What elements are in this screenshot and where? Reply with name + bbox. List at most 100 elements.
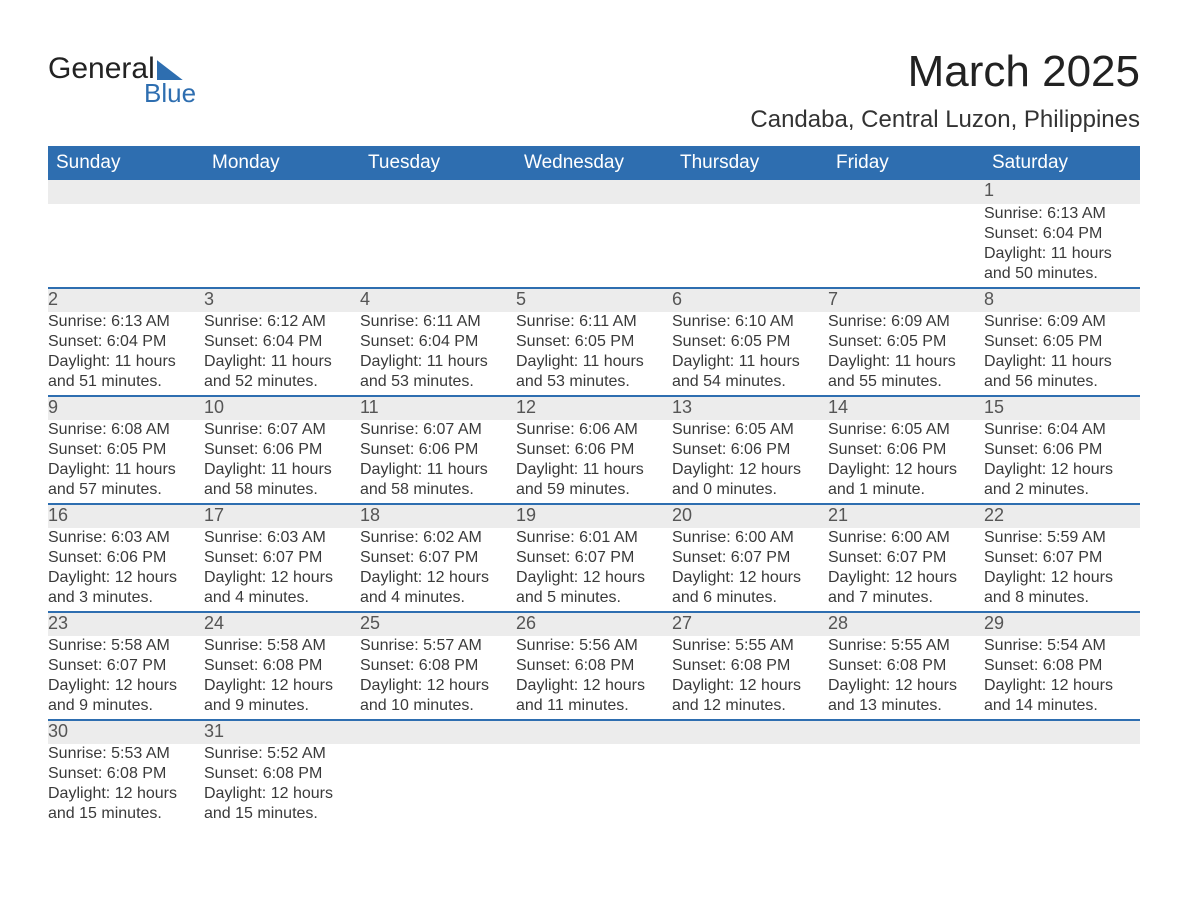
- day-detail-cell: Sunrise: 6:05 AMSunset: 6:06 PMDaylight:…: [828, 420, 984, 504]
- day-detail-cell: Sunrise: 6:00 AMSunset: 6:07 PMDaylight:…: [672, 528, 828, 612]
- day-number-cell: 8: [984, 288, 1140, 312]
- day-number-cell: 17: [204, 504, 360, 528]
- day-detail-cell: Sunrise: 6:09 AMSunset: 6:05 PMDaylight:…: [828, 312, 984, 396]
- daylight-line: Daylight: 12 hours and 3 minutes.: [48, 568, 204, 608]
- day-number-cell: 12: [516, 396, 672, 420]
- logo-triangle-icon: [157, 60, 183, 80]
- day-number-cell: 18: [360, 504, 516, 528]
- day-number-cell: 26: [516, 612, 672, 636]
- day-number-cell: 19: [516, 504, 672, 528]
- day-detail-cell: Sunrise: 6:07 AMSunset: 6:06 PMDaylight:…: [360, 420, 516, 504]
- day-number-cell: 27: [672, 612, 828, 636]
- calendar-table: Sunday Monday Tuesday Wednesday Thursday…: [48, 146, 1140, 828]
- sunset-line: Sunset: 6:06 PM: [360, 440, 516, 460]
- daylight-line: Daylight: 12 hours and 5 minutes.: [516, 568, 672, 608]
- day-detail-cell: Sunrise: 6:03 AMSunset: 6:07 PMDaylight:…: [204, 528, 360, 612]
- daylight-line: Daylight: 12 hours and 13 minutes.: [828, 676, 984, 716]
- sunrise-line: Sunrise: 6:06 AM: [516, 420, 672, 440]
- sunset-line: Sunset: 6:05 PM: [516, 332, 672, 352]
- day-number-cell: 4: [360, 288, 516, 312]
- sunrise-line: Sunrise: 6:05 AM: [828, 420, 984, 440]
- daylight-line: Daylight: 11 hours and 53 minutes.: [360, 352, 516, 392]
- day-detail-row: Sunrise: 6:13 AMSunset: 6:04 PMDaylight:…: [48, 204, 1140, 288]
- sunrise-line: Sunrise: 6:09 AM: [984, 312, 1140, 332]
- day-header: Thursday: [672, 146, 828, 180]
- day-detail-cell: [48, 204, 204, 288]
- sunset-line: Sunset: 6:08 PM: [984, 656, 1140, 676]
- sunrise-line: Sunrise: 5:58 AM: [48, 636, 204, 656]
- sunrise-line: Sunrise: 6:01 AM: [516, 528, 672, 548]
- daylight-line: Daylight: 12 hours and 10 minutes.: [360, 676, 516, 716]
- day-detail-cell: Sunrise: 6:05 AMSunset: 6:06 PMDaylight:…: [672, 420, 828, 504]
- sunrise-line: Sunrise: 5:55 AM: [672, 636, 828, 656]
- day-number-cell: [516, 720, 672, 744]
- daylight-line: Daylight: 12 hours and 2 minutes.: [984, 460, 1140, 500]
- sunset-line: Sunset: 6:08 PM: [828, 656, 984, 676]
- sunrise-line: Sunrise: 5:59 AM: [984, 528, 1140, 548]
- day-number-cell: 1: [984, 180, 1140, 204]
- daylight-line: Daylight: 12 hours and 11 minutes.: [516, 676, 672, 716]
- daylight-line: Daylight: 12 hours and 4 minutes.: [360, 568, 516, 608]
- daylight-line: Daylight: 11 hours and 59 minutes.: [516, 460, 672, 500]
- title-block: March 2025 Candaba, Central Luzon, Phili…: [750, 48, 1140, 134]
- sunset-line: Sunset: 6:08 PM: [672, 656, 828, 676]
- day-detail-cell: Sunrise: 5:59 AMSunset: 6:07 PMDaylight:…: [984, 528, 1140, 612]
- sunrise-line: Sunrise: 5:58 AM: [204, 636, 360, 656]
- day-detail-row: Sunrise: 5:53 AMSunset: 6:08 PMDaylight:…: [48, 744, 1140, 828]
- daylight-line: Daylight: 12 hours and 7 minutes.: [828, 568, 984, 608]
- day-detail-cell: Sunrise: 6:07 AMSunset: 6:06 PMDaylight:…: [204, 420, 360, 504]
- day-detail-cell: Sunrise: 5:56 AMSunset: 6:08 PMDaylight:…: [516, 636, 672, 720]
- day-detail-cell: [828, 744, 984, 828]
- day-detail-cell: Sunrise: 5:58 AMSunset: 6:07 PMDaylight:…: [48, 636, 204, 720]
- daylight-line: Daylight: 11 hours and 58 minutes.: [204, 460, 360, 500]
- day-detail-cell: Sunrise: 6:06 AMSunset: 6:06 PMDaylight:…: [516, 420, 672, 504]
- logo: General Blue: [48, 48, 196, 106]
- day-detail-cell: Sunrise: 6:13 AMSunset: 6:04 PMDaylight:…: [984, 204, 1140, 288]
- sunrise-line: Sunrise: 6:02 AM: [360, 528, 516, 548]
- day-detail-cell: [828, 204, 984, 288]
- day-number-cell: [828, 180, 984, 204]
- day-header-row: Sunday Monday Tuesday Wednesday Thursday…: [48, 146, 1140, 180]
- day-detail-cell: Sunrise: 5:55 AMSunset: 6:08 PMDaylight:…: [828, 636, 984, 720]
- daylight-line: Daylight: 11 hours and 57 minutes.: [48, 460, 204, 500]
- sunset-line: Sunset: 6:08 PM: [204, 656, 360, 676]
- day-detail-cell: [516, 744, 672, 828]
- sunrise-line: Sunrise: 6:13 AM: [984, 204, 1140, 224]
- day-header: Saturday: [984, 146, 1140, 180]
- sunset-line: Sunset: 6:07 PM: [204, 548, 360, 568]
- day-header: Wednesday: [516, 146, 672, 180]
- day-header: Tuesday: [360, 146, 516, 180]
- day-detail-cell: [360, 744, 516, 828]
- day-number-cell: [672, 720, 828, 744]
- day-number-cell: 30: [48, 720, 204, 744]
- day-number-cell: 15: [984, 396, 1140, 420]
- day-detail-cell: [516, 204, 672, 288]
- sunrise-line: Sunrise: 6:07 AM: [204, 420, 360, 440]
- sunset-line: Sunset: 6:08 PM: [48, 764, 204, 784]
- day-number-cell: [672, 180, 828, 204]
- daylight-line: Daylight: 12 hours and 0 minutes.: [672, 460, 828, 500]
- daylight-line: Daylight: 12 hours and 15 minutes.: [48, 784, 204, 824]
- day-number-cell: 7: [828, 288, 984, 312]
- day-detail-cell: Sunrise: 6:11 AMSunset: 6:05 PMDaylight:…: [516, 312, 672, 396]
- sunrise-line: Sunrise: 6:07 AM: [360, 420, 516, 440]
- day-detail-cell: Sunrise: 5:53 AMSunset: 6:08 PMDaylight:…: [48, 744, 204, 828]
- day-detail-cell: [204, 204, 360, 288]
- day-detail-row: Sunrise: 6:03 AMSunset: 6:06 PMDaylight:…: [48, 528, 1140, 612]
- day-number-cell: 14: [828, 396, 984, 420]
- day-number-row: 2345678: [48, 288, 1140, 312]
- sunrise-line: Sunrise: 6:03 AM: [48, 528, 204, 548]
- day-header: Monday: [204, 146, 360, 180]
- daylight-line: Daylight: 11 hours and 54 minutes.: [672, 352, 828, 392]
- sunset-line: Sunset: 6:06 PM: [984, 440, 1140, 460]
- day-number-cell: 16: [48, 504, 204, 528]
- sunset-line: Sunset: 6:07 PM: [360, 548, 516, 568]
- sunrise-line: Sunrise: 5:54 AM: [984, 636, 1140, 656]
- day-detail-cell: Sunrise: 5:55 AMSunset: 6:08 PMDaylight:…: [672, 636, 828, 720]
- sunrise-line: Sunrise: 6:00 AM: [672, 528, 828, 548]
- day-detail-cell: Sunrise: 5:58 AMSunset: 6:08 PMDaylight:…: [204, 636, 360, 720]
- sunset-line: Sunset: 6:08 PM: [516, 656, 672, 676]
- day-header: Sunday: [48, 146, 204, 180]
- day-number-cell: 2: [48, 288, 204, 312]
- day-number-cell: 9: [48, 396, 204, 420]
